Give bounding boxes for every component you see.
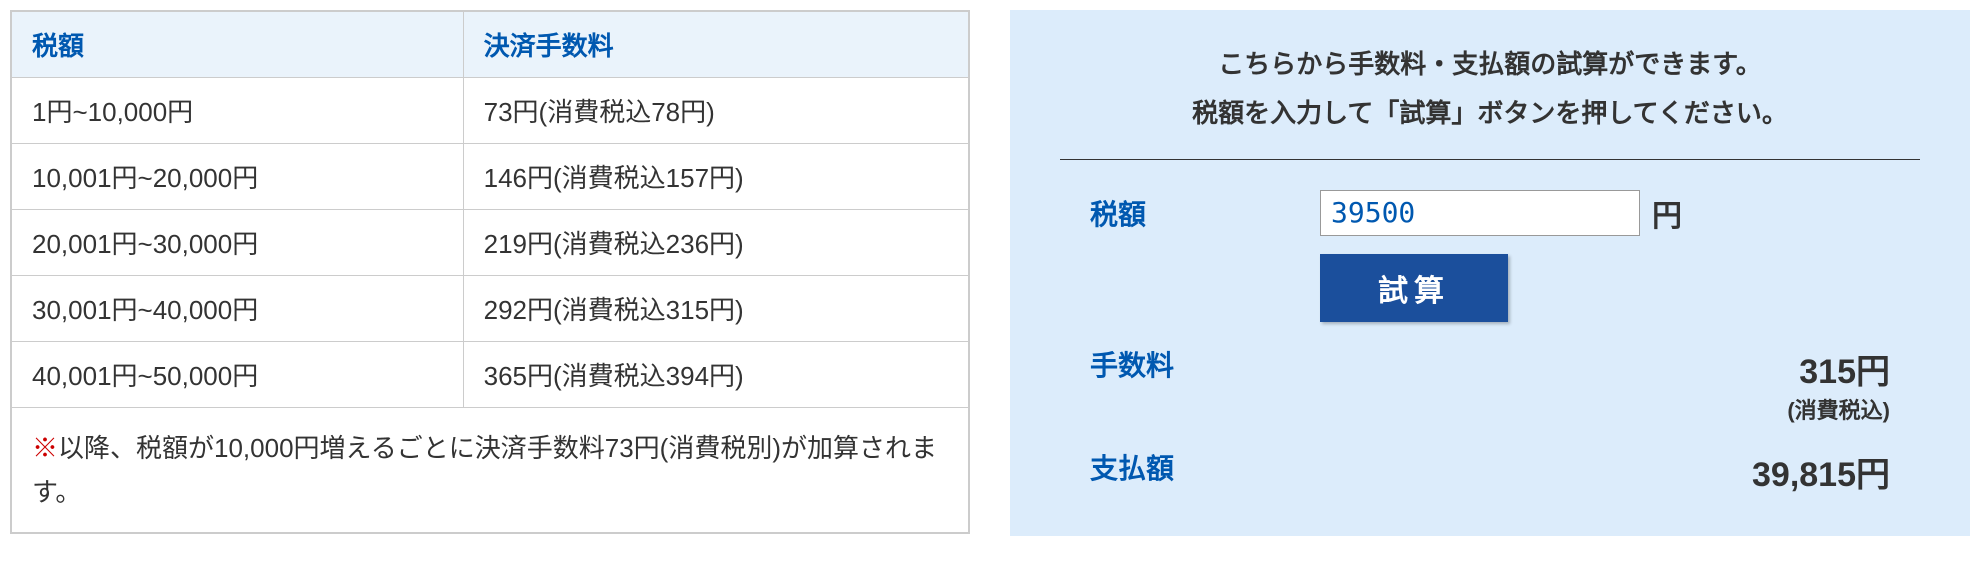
table-header-tax: 税額 bbox=[11, 11, 463, 78]
calculate-button[interactable]: 試算 bbox=[1320, 254, 1508, 322]
total-result-label: 支払額 bbox=[1060, 447, 1320, 487]
fee-result-label: 手数料 bbox=[1060, 344, 1320, 384]
tax-range: 10,001円~20,000円 bbox=[11, 144, 463, 210]
table-row: 10,001円~20,000円 146円(消費税込157円) bbox=[11, 144, 969, 210]
tax-range: 30,001円~40,000円 bbox=[11, 276, 463, 342]
fee-value: 219円(消費税込236円) bbox=[463, 210, 969, 276]
table-row: 20,001円~30,000円 219円(消費税込236円) bbox=[11, 210, 969, 276]
intro-line-1: こちらから手数料・支払額の試算ができます。 bbox=[1060, 40, 1920, 89]
total-result-value: 39,815円 bbox=[1320, 447, 1890, 496]
table-note: ※以降、税額が10,000円増えるごとに決済手数料73円(消費税別)が加算されま… bbox=[11, 408, 969, 534]
tax-amount-input[interactable] bbox=[1320, 190, 1640, 236]
intro-line-2: 税額を入力して「試算」ボタンを押してください。 bbox=[1060, 89, 1920, 138]
fee-result-value: 315円 bbox=[1320, 344, 1890, 393]
calculator-intro: こちらから手数料・支払額の試算ができます。 税額を入力して「試算」ボタンを押して… bbox=[1060, 40, 1920, 160]
note-text: 以降、税額が10,000円増えるごとに決済手数料73円(消費税別)が加算されます… bbox=[32, 433, 937, 507]
fee-value: 292円(消費税込315円) bbox=[463, 276, 969, 342]
table-row: 1円~10,000円 73円(消費税込78円) bbox=[11, 78, 969, 144]
yen-suffix: 円 bbox=[1652, 191, 1682, 235]
fee-result-sub: (消費税込) bbox=[1320, 393, 1890, 425]
table-row: 30,001円~40,000円 292円(消費税込315円) bbox=[11, 276, 969, 342]
note-mark: ※ bbox=[32, 433, 58, 463]
tax-range: 1円~10,000円 bbox=[11, 78, 463, 144]
fee-value: 146円(消費税込157円) bbox=[463, 144, 969, 210]
table-header-fee: 決済手数料 bbox=[463, 11, 969, 78]
fee-value: 365円(消費税込394円) bbox=[463, 342, 969, 408]
fee-value: 73円(消費税込78円) bbox=[463, 78, 969, 144]
table-row: 40,001円~50,000円 365円(消費税込394円) bbox=[11, 342, 969, 408]
calculator-panel: こちらから手数料・支払額の試算ができます。 税額を入力して「試算」ボタンを押して… bbox=[1010, 10, 1970, 536]
fee-table: 税額 決済手数料 1円~10,000円 73円(消費税込78円) 10,001円… bbox=[10, 10, 970, 534]
tax-amount-label: 税額 bbox=[1060, 193, 1320, 233]
tax-range: 20,001円~30,000円 bbox=[11, 210, 463, 276]
table-note-row: ※以降、税額が10,000円増えるごとに決済手数料73円(消費税別)が加算されま… bbox=[11, 408, 969, 534]
tax-range: 40,001円~50,000円 bbox=[11, 342, 463, 408]
